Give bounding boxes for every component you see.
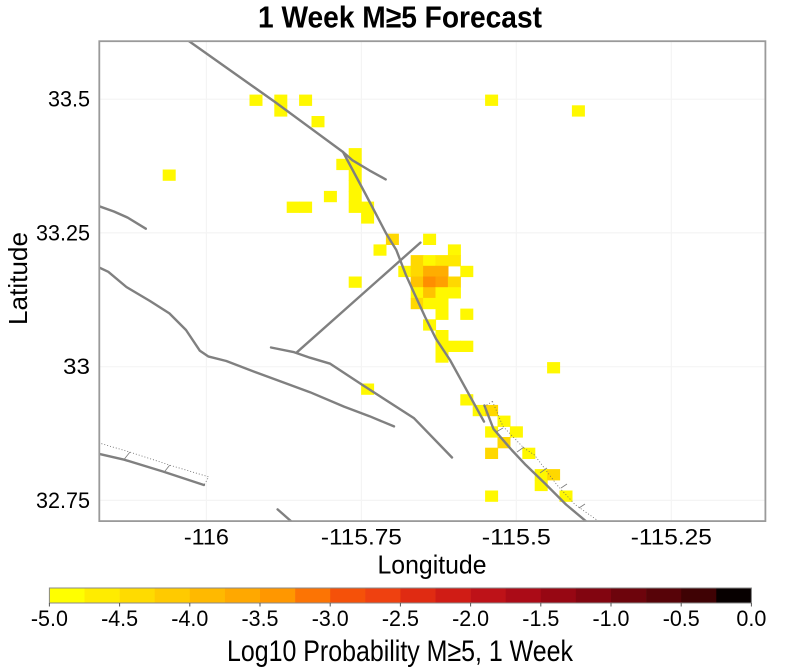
svg-text:-1.0: -1.0 (593, 606, 630, 631)
svg-text:-2.5: -2.5 (382, 606, 419, 631)
svg-text:-0.5: -0.5 (663, 606, 700, 631)
svg-text:-3.5: -3.5 (242, 606, 279, 631)
svg-text:0.0: 0.0 (736, 606, 766, 631)
svg-text:-2.0: -2.0 (452, 606, 489, 631)
svg-text:33.25: 33.25 (36, 220, 90, 245)
svg-text:-4.0: -4.0 (171, 606, 208, 631)
svg-text:33: 33 (63, 354, 90, 379)
svg-text:-115.25: -115.25 (631, 525, 712, 550)
svg-text:-115.5: -115.5 (482, 525, 551, 550)
svg-text:Longitude: Longitude (378, 550, 487, 580)
svg-text:33.5: 33.5 (48, 87, 90, 112)
svg-text:-115.75: -115.75 (321, 525, 402, 550)
svg-text:1 Week M≥5 Forecast: 1 Week M≥5 Forecast (258, 0, 542, 35)
svg-text:-116: -116 (184, 525, 229, 550)
svg-text:-3.0: -3.0 (312, 606, 349, 631)
svg-text:Log10 Probability M≥5, 1 Week: Log10 Probability M≥5, 1 Week (227, 635, 574, 668)
svg-text:32.75: 32.75 (36, 488, 90, 513)
svg-text:-1.5: -1.5 (522, 606, 559, 631)
svg-text:Latitude: Latitude (3, 232, 33, 325)
svg-text:-5.0: -5.0 (31, 606, 68, 631)
svg-text:-4.5: -4.5 (101, 606, 138, 631)
